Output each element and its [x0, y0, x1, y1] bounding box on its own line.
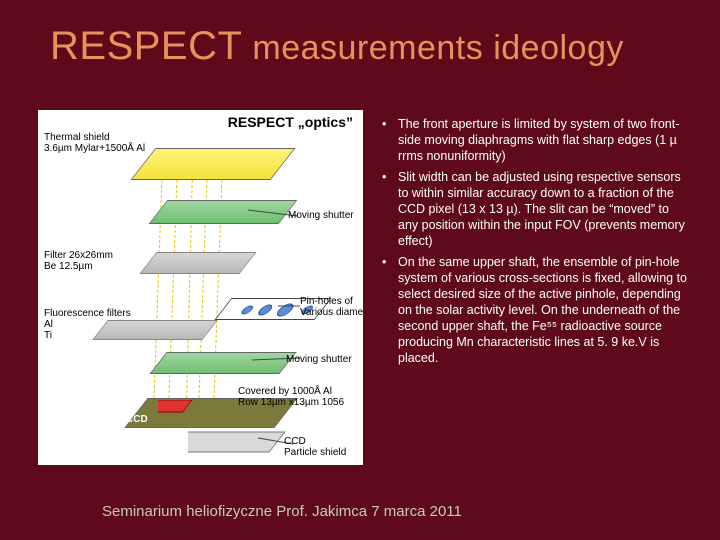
- title-big: RESPECT: [50, 24, 242, 68]
- title-rest: measurements ideology: [242, 29, 623, 67]
- label-covered: Covered by 1000Å Al Row 13µm x13µm 1056: [238, 386, 344, 408]
- bullet-item: Slit width can be adjusted using respect…: [380, 169, 690, 249]
- page-title: RESPECT measurements ideology: [50, 24, 624, 69]
- label-pinholes: Pin-holes of Various diameters: [300, 296, 363, 318]
- label-ccd: CCD Particle shield: [284, 436, 346, 458]
- label-ccd-chip: CCD: [126, 414, 148, 425]
- bullet-text: The front aperture is limited by system …: [398, 117, 679, 163]
- optics-diagram: RESPECT „optics” Thermal shield 3: [38, 110, 363, 465]
- label-filter: Filter 26x26mm Be 12.5µm: [44, 250, 113, 272]
- label-shutter2: Moving shutter: [286, 354, 352, 365]
- label-thermal: Thermal shield 3.6µm Mylar+1500Å Al: [44, 132, 145, 154]
- bullet-item: The front aperture is limited by system …: [380, 116, 690, 164]
- leader-lines: [38, 110, 363, 465]
- label-fluor: Fluorescence filters Al Ti: [44, 308, 131, 341]
- bullet-text: On the same upper shaft, the ensemble of…: [398, 255, 687, 365]
- bullet-list: The front aperture is limited by system …: [380, 116, 690, 371]
- bullet-item: On the same upper shaft, the ensemble of…: [380, 254, 690, 366]
- footer-text: Seminarium heliofizyczne Prof. Jakimca 7…: [102, 503, 462, 520]
- label-shutter1: Moving shutter: [288, 210, 354, 221]
- bullet-text: Slit width can be adjusted using respect…: [398, 170, 685, 248]
